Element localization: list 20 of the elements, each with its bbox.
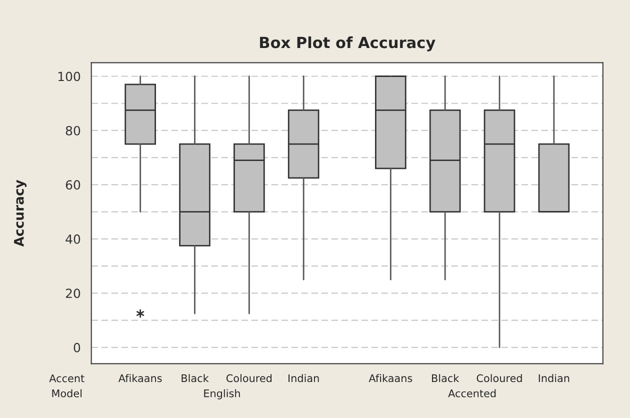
- text: Accented: [448, 389, 496, 398]
- x-tick-label: Black: [432, 374, 460, 382]
- x-tick-label: Coloured: [476, 374, 522, 382]
- text: English: [204, 389, 240, 400]
- chart-title: Box Plot of Accuracy: [260, 36, 436, 52]
- x-tick-label: Black: [182, 374, 209, 382]
- x-tick-label: Afikaans: [368, 374, 412, 382]
- y-tick-label: 0: [74, 342, 80, 352]
- y-axis-title: Accuracy: [14, 180, 27, 247]
- y-tick-label: 60: [66, 180, 80, 190]
- y-tick-label: 20: [66, 288, 80, 298]
- text: Accent: [49, 374, 84, 382]
- text: Model: [52, 389, 82, 398]
- y-tick-label: 100: [58, 72, 80, 82]
- x-tick-label: Afikaans: [118, 374, 162, 382]
- x-tick-label: Indian: [288, 374, 319, 382]
- x-tick-label: Coloured: [226, 374, 272, 382]
- x-tick-label: Indian: [538, 374, 570, 382]
- y-tick-label: 80: [66, 126, 80, 136]
- y-tick-label: 40: [66, 234, 80, 244]
